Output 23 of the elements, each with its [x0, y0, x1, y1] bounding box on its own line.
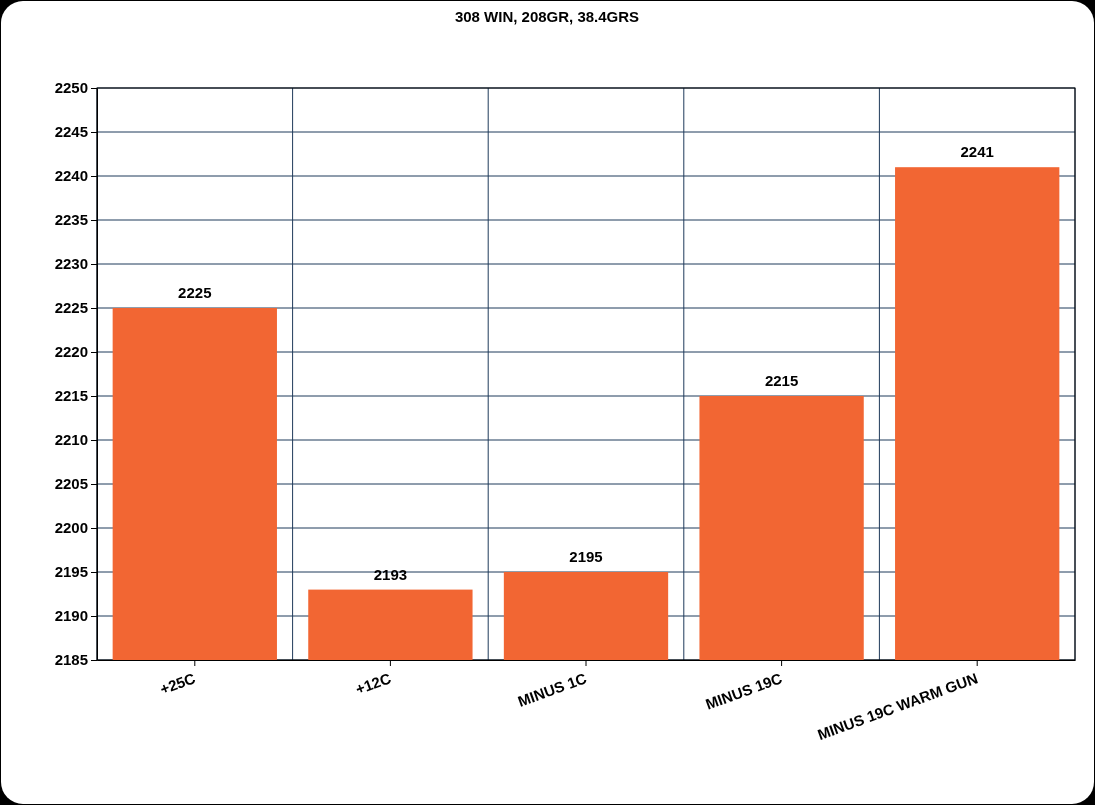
y-tick-label: 2245 — [54, 123, 88, 141]
data-label: 2225 — [178, 284, 212, 301]
y-tick-label: 2225 — [54, 299, 88, 317]
y-tick-label: 2240 — [54, 167, 88, 185]
chart-title: 308 WIN, 208GR, 38.4GRS — [454, 8, 640, 25]
data-label: 2195 — [569, 548, 603, 565]
x-tick-label: +12C — [353, 669, 394, 698]
x-tick-label: +25C — [157, 669, 198, 698]
data-label: 2215 — [764, 372, 799, 389]
y-tick-label: 2210 — [54, 431, 88, 449]
x-tick-label: MINUS 19C WARM GUN — [815, 669, 980, 744]
y-tick-label: 2195 — [54, 563, 88, 581]
data-label: 2241 — [960, 143, 994, 161]
y-tick-label: 2215 — [54, 387, 88, 405]
data-label: 2193 — [373, 565, 408, 583]
y-tick-label: 2200 — [54, 519, 88, 537]
y-tick-label: 2250 — [54, 79, 88, 97]
y-tick-label: 2205 — [54, 475, 88, 493]
y-tick-label: 2220 — [54, 343, 88, 361]
y-tick-label: 2185 — [54, 651, 88, 669]
y-tick-label: 2235 — [54, 211, 88, 229]
y-tick-label: 2230 — [54, 255, 88, 273]
y-tick-label: 2190 — [54, 607, 88, 625]
